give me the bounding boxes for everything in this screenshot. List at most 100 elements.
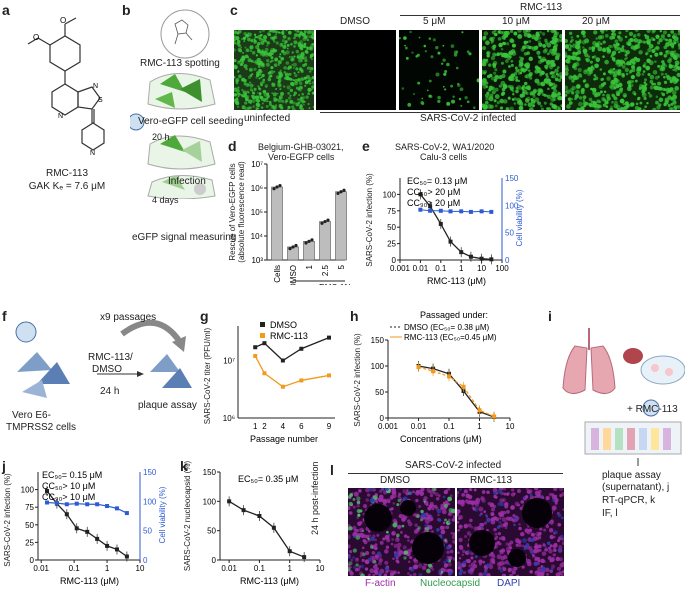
cell-dot — [552, 82, 556, 86]
cell-dot — [502, 498, 506, 503]
cell-dot — [484, 100, 489, 105]
viability-point — [54, 501, 59, 506]
cell-dot — [600, 34, 605, 40]
cell-dot — [442, 560, 447, 564]
cell-dot — [518, 63, 523, 68]
cell-dot — [509, 573, 514, 576]
cell-dot — [293, 55, 296, 58]
cell-dot — [613, 96, 617, 100]
cell-dot — [253, 33, 257, 36]
cell-dot — [473, 488, 477, 492]
cell-dot — [497, 566, 502, 570]
cell-dot — [455, 50, 459, 54]
cell-dot — [289, 99, 294, 104]
cell-dot — [297, 77, 302, 82]
cell-dot — [442, 44, 445, 47]
cell-dot — [278, 64, 280, 66]
cell-dot — [348, 501, 353, 507]
cell-dot — [587, 102, 591, 106]
cell-dot — [485, 40, 490, 46]
cell-dot — [282, 44, 287, 49]
cell-dot — [424, 523, 428, 528]
cell-dot — [308, 82, 312, 85]
cell-dot — [594, 76, 599, 81]
cell-dot — [270, 30, 275, 33]
rmc-curve — [418, 366, 495, 418]
cell-dot — [482, 77, 487, 83]
cell-dot — [538, 544, 542, 548]
cell-dot — [355, 535, 361, 540]
cell-dot — [348, 555, 351, 559]
cell-dot — [358, 489, 362, 493]
cell-dot — [300, 97, 303, 99]
cell-dot — [612, 67, 616, 71]
cell-dot — [264, 39, 267, 42]
cell-dot — [610, 55, 614, 58]
cell-dot — [405, 491, 410, 496]
data-point — [275, 185, 279, 189]
x-tick-label: 1 — [459, 264, 464, 273]
cell-dot — [615, 42, 620, 47]
cell-dot — [288, 96, 292, 100]
cell-dot — [255, 98, 259, 102]
viability-point — [64, 502, 69, 507]
y-tick-label: 100 — [371, 362, 385, 371]
cell-dot — [458, 537, 463, 542]
cell-dot — [280, 56, 285, 61]
cell-dot — [634, 79, 638, 83]
cell-dot — [673, 105, 677, 109]
cell-dot — [243, 92, 247, 96]
cell-dot — [557, 78, 562, 82]
cell-dot — [606, 76, 611, 81]
cell-dot — [290, 42, 293, 46]
x-axis-label: RMC-113 (μM) — [427, 276, 486, 286]
cell-dot — [306, 46, 309, 49]
cell-dot — [538, 88, 544, 93]
cell-dot — [643, 81, 647, 84]
cell-dot — [525, 543, 530, 547]
cell-dot — [287, 105, 291, 109]
cell-dot — [511, 51, 517, 56]
cell-dot — [452, 557, 455, 561]
x-axis-label: RMC-113 (μM) — [240, 576, 299, 586]
y-tick-label: 10⁷ — [251, 160, 263, 169]
cell-dot — [541, 32, 546, 36]
cell-dot — [607, 70, 612, 74]
cell-dot — [356, 504, 360, 508]
e-title2: Calu-3 cells — [420, 152, 468, 162]
cell-dot — [542, 44, 547, 48]
i-read4: IF, l — [602, 508, 618, 519]
cell-dot — [409, 555, 413, 560]
cell-dot — [428, 94, 432, 98]
cell-dot — [517, 30, 522, 33]
cell-dot — [534, 36, 539, 41]
cell-dot — [547, 546, 551, 550]
cell-dot — [249, 88, 253, 92]
cell-dot — [543, 93, 547, 97]
cell-dot — [484, 513, 488, 517]
cell-dot — [281, 99, 285, 104]
cell-dot — [373, 546, 378, 551]
cell-dot — [265, 62, 270, 67]
cell-dot — [457, 551, 460, 554]
cell-dot — [633, 58, 639, 63]
cell-dot — [409, 30, 412, 34]
cell-dot — [537, 81, 541, 86]
cell-dot — [592, 103, 597, 108]
cell-dot — [517, 503, 521, 507]
f-cells1: Vero E6- — [12, 410, 51, 421]
cell-dot — [268, 102, 273, 107]
cell-dot — [575, 89, 580, 95]
cell-dot — [624, 57, 627, 61]
cell-dot — [597, 92, 601, 96]
cell-dot — [552, 85, 557, 90]
cell-dot — [485, 85, 489, 89]
cell-dot — [473, 106, 476, 109]
cell-dot — [525, 40, 529, 44]
cell-dot — [527, 33, 532, 38]
cell-dot — [352, 525, 357, 531]
cell-dot — [529, 570, 533, 574]
cell-dot — [663, 75, 666, 79]
cell-dot — [599, 90, 603, 94]
